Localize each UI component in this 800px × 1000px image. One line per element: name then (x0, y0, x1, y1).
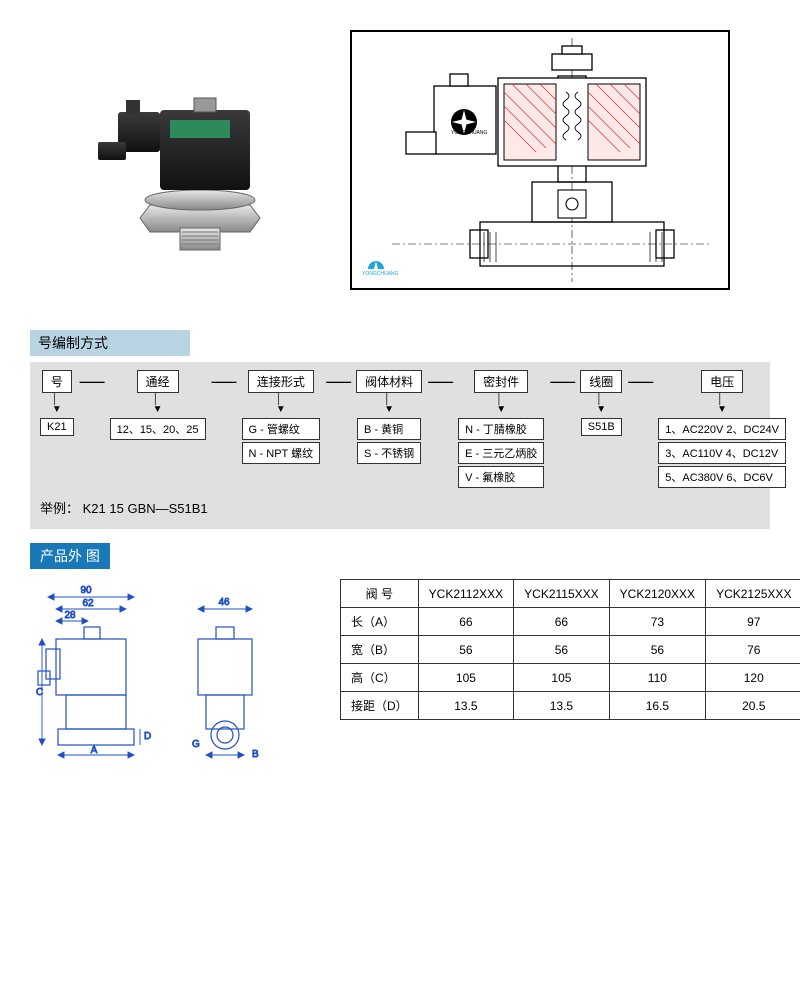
dash: —— (428, 370, 452, 389)
coding-opt: N - NPT 螺纹 (242, 442, 321, 464)
table-cell: 110 (609, 664, 705, 692)
table-header: 阀 号 (341, 580, 419, 608)
table-cell: 接距（D） (341, 692, 419, 720)
table-cell: 13.5 (418, 692, 514, 720)
spec-table: 阀 号 YCK2112XXX YCK2115XXX YCK2120XXX YCK… (340, 579, 800, 720)
svg-text:B: B (252, 749, 259, 759)
coding-label-volt: 电压 (701, 370, 743, 393)
table-header: YCK2112XXX (418, 580, 514, 608)
svg-text:G: G (192, 739, 200, 750)
table-cell: 长（A） (341, 608, 419, 636)
arrow-down-icon: │▼ (52, 395, 62, 415)
table-header: YCK2115XXX (514, 580, 610, 608)
coding-label-model: 号 (42, 370, 72, 393)
coding-opt: S51B (581, 418, 622, 436)
table-row: 宽（B） 56 56 56 76 (341, 636, 800, 664)
coding-opt: E - 三元乙炳胶 (458, 442, 544, 464)
svg-text:28: 28 (64, 610, 76, 621)
arrow-down-icon: │▼ (596, 395, 606, 415)
arrow-down-icon: │▼ (496, 395, 506, 415)
table-cell: 16.5 (609, 692, 705, 720)
arrow-down-icon: │▼ (276, 395, 286, 415)
dash: —— (212, 370, 236, 389)
table-cell: 120 (706, 664, 800, 692)
section-header-outline: 产品外 图 (30, 543, 110, 569)
coding-opt: V - 氟橡胶 (458, 466, 544, 488)
coding-opt: 3、AC110V 4、DC12V (658, 442, 786, 464)
svg-text:46: 46 (218, 597, 230, 608)
product-photo (70, 30, 330, 290)
coding-label-size: 通经 (137, 370, 179, 393)
arrow-down-icon: │▼ (717, 395, 727, 415)
table-cell: 76 (706, 636, 800, 664)
dash: —— (326, 370, 350, 389)
table-cell: 20.5 (706, 692, 800, 720)
svg-text:YONGCHUANG: YONGCHUANG (362, 271, 399, 277)
cross-section-drawing: YONGCHUANG (350, 30, 730, 290)
dimension-drawings: 90 62 28 46 C (30, 579, 310, 759)
table-cell: 66 (418, 608, 514, 636)
example-label: 举例： (40, 501, 79, 516)
svg-text:D: D (144, 731, 151, 742)
table-row: 高（C） 105 105 110 120 (341, 664, 800, 692)
svg-text:A: A (91, 745, 98, 756)
coding-example: 举例： K21 15 GBN—S51B1 (40, 498, 760, 517)
table-row: 长（A） 66 66 73 97 (341, 608, 800, 636)
table-cell: 97 (706, 608, 800, 636)
arrow-down-icon: │▼ (384, 395, 394, 415)
coding-band: 号 │▼ K21 —— 通经 │▼ 12、15、20、25 —— 连接形式 │▼… (30, 362, 770, 529)
coding-label-coil: 线圈 (580, 370, 622, 393)
example-value: K21 15 GBN—S51B1 (83, 501, 208, 516)
table-cell: 56 (609, 636, 705, 664)
coding-opt: 5、AC380V 6、DC6V (658, 466, 786, 488)
table-cell: 13.5 (514, 692, 610, 720)
table-row: 阀 号 YCK2112XXX YCK2115XXX YCK2120XXX YCK… (341, 580, 800, 608)
table-cell: 73 (609, 608, 705, 636)
table-cell: 56 (514, 636, 610, 664)
coding-label-seal: 密封件 (474, 370, 528, 393)
table-cell: 高（C） (341, 664, 419, 692)
coding-opt: S - 不锈钢 (357, 442, 421, 464)
coding-opt: 1、AC220V 2、DC24V (658, 418, 786, 440)
coding-label-body: 阀体材料 (356, 370, 422, 393)
dash: —— (628, 370, 652, 389)
svg-text:C: C (36, 687, 43, 698)
dash: —— (80, 370, 104, 389)
coding-label-conn: 连接形式 (248, 370, 314, 393)
coding-opt: K21 (40, 418, 74, 436)
table-cell: 宽（B） (341, 636, 419, 664)
brand-text: YONGCHUANG (451, 130, 488, 136)
table-header: YCK2120XXX (609, 580, 705, 608)
svg-text:62: 62 (82, 598, 94, 609)
arrow-down-icon: │▼ (153, 395, 163, 415)
table-cell: 105 (514, 664, 610, 692)
coding-opt: N - 丁腈橡胶 (458, 418, 544, 440)
table-cell: 66 (514, 608, 610, 636)
coding-opt: 12、15、20、25 (110, 418, 206, 440)
section-header-coding: 号编制方式 (30, 330, 190, 356)
dash: —— (550, 370, 574, 389)
top-row: YONGCHUANG (30, 30, 770, 290)
table-header: YCK2125XXX (706, 580, 800, 608)
table-row: 接距（D） 13.5 13.5 16.5 20.5 (341, 692, 800, 720)
table-cell: 105 (418, 664, 514, 692)
coding-opt: G - 管螺纹 (242, 418, 321, 440)
svg-text:90: 90 (80, 585, 92, 596)
table-cell: 56 (418, 636, 514, 664)
coding-opt: B - 黄铜 (357, 418, 421, 440)
brand-logo-icon: YONGCHUANG (360, 253, 414, 280)
